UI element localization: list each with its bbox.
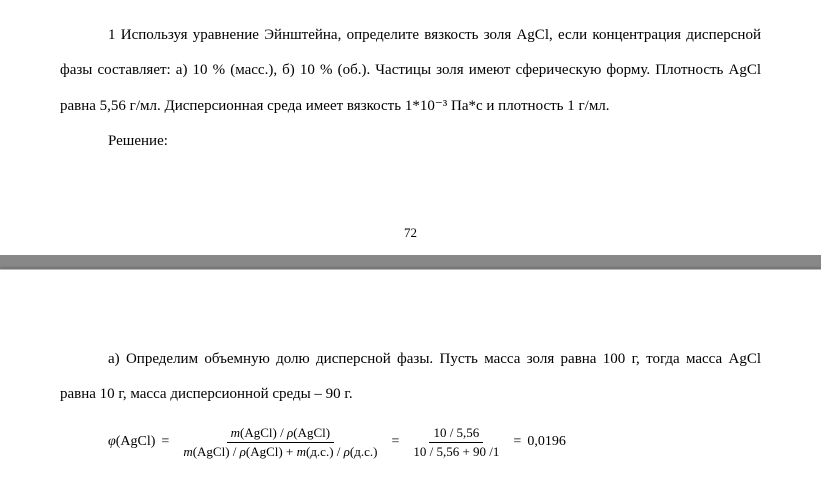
formula: φ(AgCl) = m(AgCl) / ρ(AgCl) m(AgCl) / ρ(… [60,413,761,461]
result-value: 0,0196 [527,434,566,450]
fraction-2: 10 / 5,56 10 / 5,56 + 90 /1 [409,425,503,461]
solution-paragraph: а) Определим объемную долю дисперсной фа… [60,342,761,413]
fraction-1: m(AgCl) / ρ(AgCl) m(AgCl) / ρ(AgCl) + m(… [179,425,381,461]
f1d-a1: (AgCl) / [193,444,240,459]
equals-3: = [513,434,521,450]
f1n-m: m [231,425,240,440]
equals-2: = [391,434,399,450]
page-number: 72 [0,225,821,241]
f1d-a4: (д.с.) [350,444,378,459]
solution-label: Решение: [60,124,761,159]
problem-statement: 1 Используя уравнение Эйнштейна, определ… [60,18,761,124]
f1d-m2: m [297,444,306,459]
equals-1: = [161,434,169,450]
f1n-a2: (AgCl) [293,425,330,440]
frac1-numerator: m(AgCl) / ρ(AgCl) [227,425,334,443]
f1d-a3: (д.с.) / [306,444,344,459]
frac1-denominator: m(AgCl) / ρ(AgCl) + m(д.с.) / ρ(д.с.) [179,443,381,460]
f1d-m1: m [183,444,192,459]
frac2-numerator: 10 / 5,56 [429,425,483,443]
f1n-a1: (AgCl) / [240,425,287,440]
page-bottom: а) Определим объемную долю дисперсной фа… [0,269,821,502]
page-top: 1 Используя уравнение Эйнштейна, определ… [0,0,821,255]
frac2-denominator: 10 / 5,56 + 90 /1 [409,443,503,460]
f1d-a2: (AgCl) + [246,444,297,459]
phi-arg: (AgCl) [116,434,156,450]
page-gap [0,255,821,269]
phi-symbol: φ [108,434,116,450]
